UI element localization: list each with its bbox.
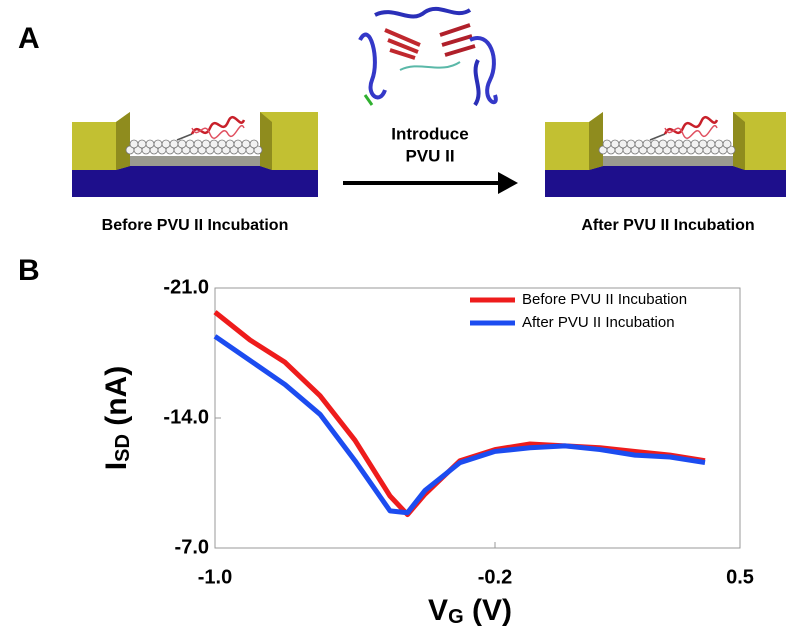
- chart: -21.0 -14.0 -7.0 -1.0 -0.2 0.5 VG (V) ISD (nA) B…: [100, 276, 754, 628]
- caption: After PVU II Incubation: [581, 217, 754, 234]
- legend-label: After PVU II Incubation: [522, 314, 675, 331]
- panel-label: A: [18, 22, 40, 55]
- x-axis-label-part: V: [428, 594, 448, 627]
- y-tick-label: -21.0: [163, 276, 209, 298]
- y-tick-label: -14.0: [163, 406, 209, 428]
- legend-label: Before PVU II Incubation: [522, 291, 687, 308]
- x-tick-label: -0.2: [478, 566, 512, 588]
- arrow-label: PVU II: [405, 146, 454, 165]
- x-axis-label: VG (V): [428, 594, 512, 628]
- x-tick-label: 0.5: [726, 566, 754, 588]
- x-axis-label-part: G: [448, 606, 464, 628]
- caption: Before PVU II Incubation: [102, 217, 289, 234]
- x-tick-label: -1.0: [198, 566, 232, 588]
- protein-structure: [358, 6, 498, 107]
- y-axis-label: ISD (nA): [100, 366, 134, 470]
- y-axis-label-part: I: [100, 462, 133, 470]
- line-series: [213, 310, 706, 518]
- device-schematic: [543, 110, 786, 199]
- y-tick-label: -7.0: [175, 536, 209, 558]
- y-axis-label-part: (nA): [100, 366, 133, 434]
- device-schematic: [70, 110, 320, 199]
- panel-label: B: [18, 254, 40, 287]
- arrowhead: [498, 172, 518, 194]
- x-axis-label-part: (V): [464, 594, 512, 627]
- y-axis-label-part: SD: [112, 434, 134, 462]
- arrow-label: Introduce: [391, 124, 468, 143]
- line-series: [213, 334, 706, 516]
